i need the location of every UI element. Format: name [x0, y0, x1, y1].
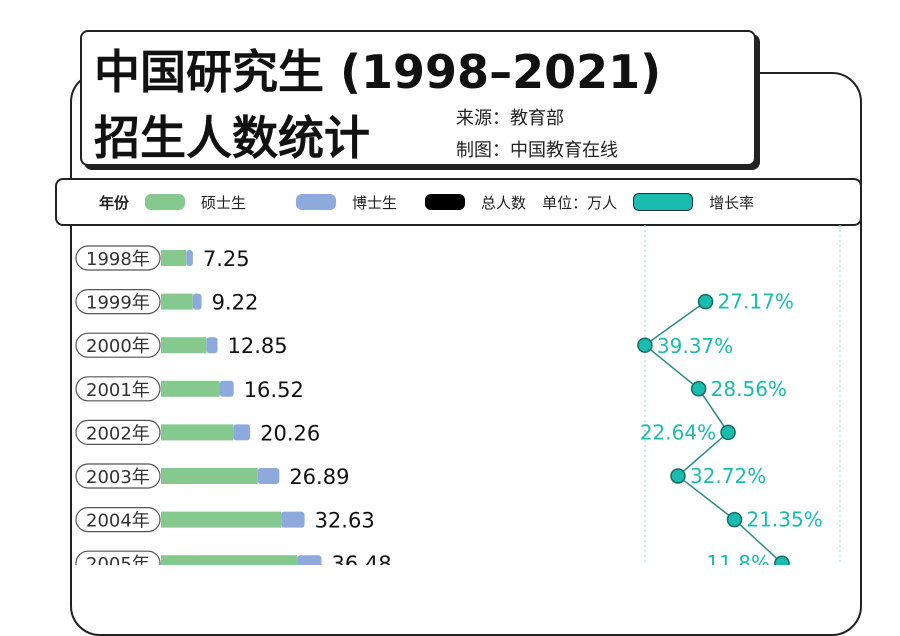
growth-point: [637, 337, 653, 353]
year-pill: [75, 550, 161, 565]
title-line-1: 中国研究生 (1998–2021): [94, 45, 662, 99]
total-label: 7.25: [203, 247, 250, 271]
doctor-bar: [186, 250, 193, 266]
doctor-bar: [233, 424, 251, 441]
total-label: 26.89: [289, 465, 349, 489]
chart-svg: 1998年 7.25 1999年 9.22 2000年 12.85 2001年 16.52 20…: [75, 225, 841, 565]
title-box: 中国研究生 (1998–2021) 招生人数统计 来源：教育部 制图：中国教育在…: [80, 30, 756, 166]
legend-growth-swatch: [633, 193, 694, 211]
year-pill: [75, 463, 161, 489]
maker-label: 制图：中国教育在线: [456, 140, 618, 161]
growth-label: 22.64%: [640, 420, 716, 444]
year-label: 2004年: [86, 511, 150, 532]
growth-label: 11.8%: [706, 551, 770, 565]
growth-point: [720, 424, 736, 441]
master-bar: [161, 380, 220, 397]
total-label: 12.85: [228, 334, 288, 358]
master-bar: [161, 468, 258, 484]
growth-point: [726, 511, 743, 528]
master-bar: [161, 511, 282, 528]
year-pill: [75, 376, 161, 402]
year-pill: [75, 245, 161, 271]
total-label: 32.63: [315, 509, 375, 533]
legend-master-swatch: [145, 194, 186, 210]
year-pill: [75, 332, 161, 358]
year-pill: [75, 289, 161, 315]
master-bar: [161, 337, 207, 354]
legend-doctor: 博士生: [352, 193, 398, 212]
legend: 年份 硕士生 博士生 总人数 单位：万人 增长率: [55, 178, 862, 226]
master-bar: [161, 250, 187, 266]
total-label: 36.48: [332, 552, 392, 565]
growth-point: [670, 468, 686, 484]
legend-total: 总人数: [481, 193, 527, 212]
growth-point: [774, 555, 790, 565]
doctor-bar: [192, 293, 202, 310]
master-bar: [161, 293, 193, 310]
year-pill: [75, 507, 161, 533]
legend-doctor-swatch: [296, 194, 337, 210]
year-label: 2001年: [86, 380, 150, 401]
doctor-bar: [281, 511, 305, 528]
year-label: 1998年: [86, 249, 150, 270]
legend-year: 年份: [99, 193, 130, 212]
master-bar: [161, 424, 234, 441]
master-bar: [161, 555, 298, 565]
year-label: 2005年: [86, 554, 150, 565]
doctor-bar: [206, 337, 218, 354]
doctor-bar: [297, 555, 322, 565]
growth-label: 39.37%: [657, 334, 733, 358]
total-label: 9.22: [212, 291, 259, 315]
total-label: 20.26: [260, 421, 320, 445]
growth-label: 27.17%: [718, 290, 794, 314]
legend-unit: 单位：万人: [542, 193, 618, 212]
growth-point: [697, 293, 714, 310]
growth-label: 32.72%: [690, 464, 766, 488]
doctor-bar: [219, 380, 234, 397]
legend-growth: 增长率: [709, 193, 755, 212]
year-label: 1999年: [86, 293, 150, 314]
year-label: 2003年: [86, 467, 150, 488]
year-label: 2002年: [86, 423, 150, 444]
source-label: 来源：教育部: [456, 108, 564, 129]
growth-label: 28.56%: [711, 377, 787, 401]
total-label: 16.52: [244, 378, 304, 402]
growth-label: 21.35%: [746, 508, 822, 532]
year-label: 2000年: [86, 336, 150, 357]
title-line-2: 招生人数统计: [94, 111, 370, 165]
doctor-bar: [257, 468, 280, 484]
growth-point: [690, 381, 707, 397]
legend-total-swatch: [425, 194, 466, 210]
year-pill: [75, 419, 161, 445]
legend-master: 硕士生: [201, 193, 247, 212]
